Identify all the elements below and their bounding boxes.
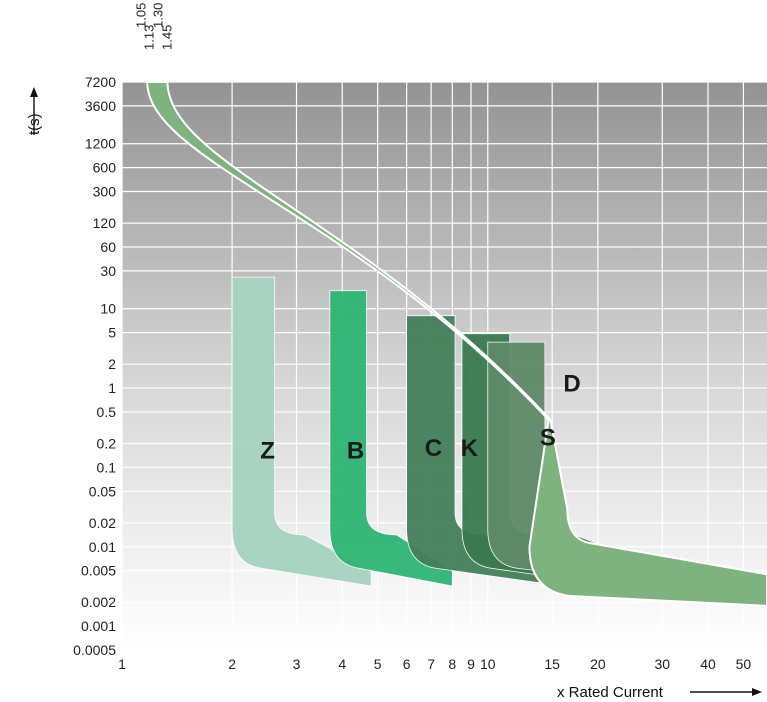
y-tick-label: 10 <box>100 301 116 317</box>
curve-label-K: K <box>461 435 479 462</box>
curve-label-S: S <box>540 424 556 451</box>
x-tick-labels: 1 2 3 4 5 6 7 8 9 10 15 20 30 40 50 <box>118 656 751 672</box>
y-tick-label: 0.0005 <box>73 642 116 658</box>
curve-label-B: B <box>347 437 364 464</box>
x-tick-label: 7 <box>427 656 435 672</box>
x-tick-label: 9 <box>467 656 475 672</box>
y-tick-label: 1200 <box>85 136 116 152</box>
y-tick-label: 2 <box>108 356 116 372</box>
y-axis-arrow <box>30 87 38 135</box>
y-tick-label: 5 <box>108 325 116 341</box>
y-tick-label: 300 <box>93 184 117 200</box>
y-tick-label: 7200 <box>85 74 116 90</box>
x-tick-label: 5 <box>374 656 382 672</box>
y-tick-label: 60 <box>100 239 116 255</box>
y-tick-label: 3600 <box>85 98 116 114</box>
multiplier-label: 1.13 <box>142 25 157 50</box>
x-tick-label: 4 <box>338 656 346 672</box>
curve-labels: Z B C K DS <box>260 371 581 465</box>
y-tick-label: 0.001 <box>81 618 116 634</box>
y-tick-label: 0.005 <box>81 563 116 579</box>
x-tick-label: 1 <box>118 656 126 672</box>
y-tick-label: 0.05 <box>89 483 116 499</box>
y-tick-label: 1 <box>108 380 116 396</box>
band-S <box>145 78 767 607</box>
curve-label-Z: Z <box>260 437 275 464</box>
x-tick-label: 30 <box>654 656 670 672</box>
y-tick-label: 0.5 <box>97 404 117 420</box>
curve-bands <box>145 78 767 607</box>
x-tick-label: 2 <box>228 656 236 672</box>
y-tick-label: 120 <box>93 215 117 231</box>
y-tick-labels: 7200 3600 1200 600 300 120 60 30 10 5 2 1 0.5 0.2 0.1 0… <box>73 74 116 658</box>
x-tick-label: 6 <box>403 656 411 672</box>
multiplier-label: 1.30 <box>151 3 166 28</box>
multiplier-label: 1.05 <box>133 3 148 28</box>
y-tick-label: 30 <box>100 263 116 279</box>
y-tick-label: 0.1 <box>97 459 117 475</box>
x-tick-label: 50 <box>736 656 752 672</box>
x-axis-arrow <box>690 688 762 696</box>
y-tick-label: 0.01 <box>89 539 116 555</box>
y-tick-label: 0.02 <box>89 515 116 531</box>
x-tick-label: 8 <box>448 656 456 672</box>
x-tick-label: 10 <box>480 656 496 672</box>
y-tick-label: 600 <box>93 160 117 176</box>
x-tick-label: 15 <box>544 656 560 672</box>
curve-label-D: D <box>563 371 580 398</box>
x-tick-label: 40 <box>700 656 716 672</box>
x-tick-label: 3 <box>293 656 301 672</box>
multiplier-labels: 1.051.131.301.45 <box>133 3 174 50</box>
y-tick-label: 0.002 <box>81 594 116 610</box>
y-tick-label: 0.2 <box>97 436 117 452</box>
x-axis-label: x Rated Current <box>557 684 664 701</box>
curve-label-C: C <box>425 435 442 462</box>
multiplier-label: 1.45 <box>159 25 174 50</box>
x-tick-label: 20 <box>590 656 606 672</box>
